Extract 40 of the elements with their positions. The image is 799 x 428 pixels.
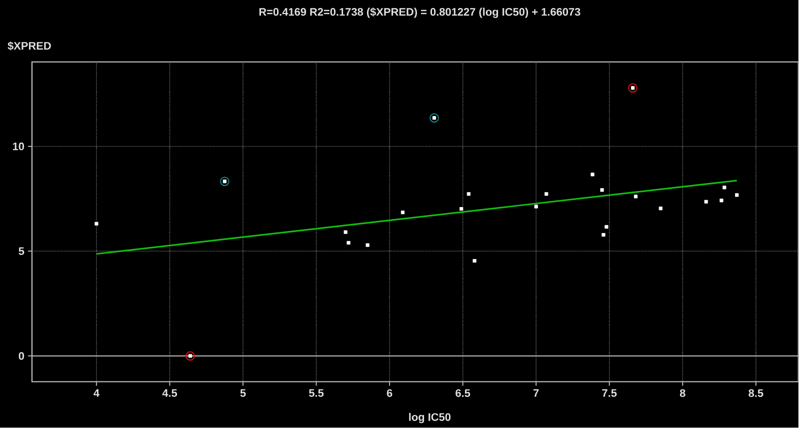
point [430, 113, 439, 123]
point [604, 225, 608, 229]
point [460, 207, 464, 211]
point [220, 176, 230, 186]
x-tick-label: 4 [94, 389, 100, 397]
point [94, 222, 98, 226]
point [186, 351, 195, 361]
point [634, 194, 638, 198]
point [602, 233, 606, 237]
point [658, 206, 662, 210]
point [628, 83, 638, 93]
point [466, 192, 470, 196]
point [344, 230, 348, 234]
point [400, 210, 405, 214]
y-tick-label: 0 [18, 352, 24, 360]
point [722, 186, 726, 190]
point [600, 188, 604, 192]
x-tick-label: 6.5 [456, 389, 470, 398]
x-tick-label: 5 [240, 389, 246, 398]
y-tick-label: 10 [12, 142, 24, 150]
point [544, 192, 548, 196]
x-tick-label: 4.5 [162, 389, 178, 398]
point [534, 204, 538, 208]
point [346, 241, 350, 245]
x-tick-label: 7 [534, 389, 539, 397]
y-tick-label: 5 [18, 248, 24, 256]
point [704, 200, 708, 204]
point [720, 198, 724, 202]
x-axis-title: log IC50 [409, 413, 451, 424]
y-axis-title: $XPRED [8, 42, 51, 51]
x-tick-label: 5.5 [309, 389, 324, 398]
x-tick-label: 7.5 [602, 389, 617, 398]
x-tick-label: 6 [386, 389, 392, 398]
x-tick-label: 8 [680, 389, 686, 398]
point [472, 259, 476, 263]
point [366, 243, 370, 248]
x-tick-label: 8.5 [748, 389, 764, 398]
point [735, 193, 739, 197]
chart-title: R=0.4169 R2=0.1738 ($XPRED) = 0.801227 (log IC50) + 1.66073 [259, 8, 580, 18]
point [590, 172, 594, 176]
